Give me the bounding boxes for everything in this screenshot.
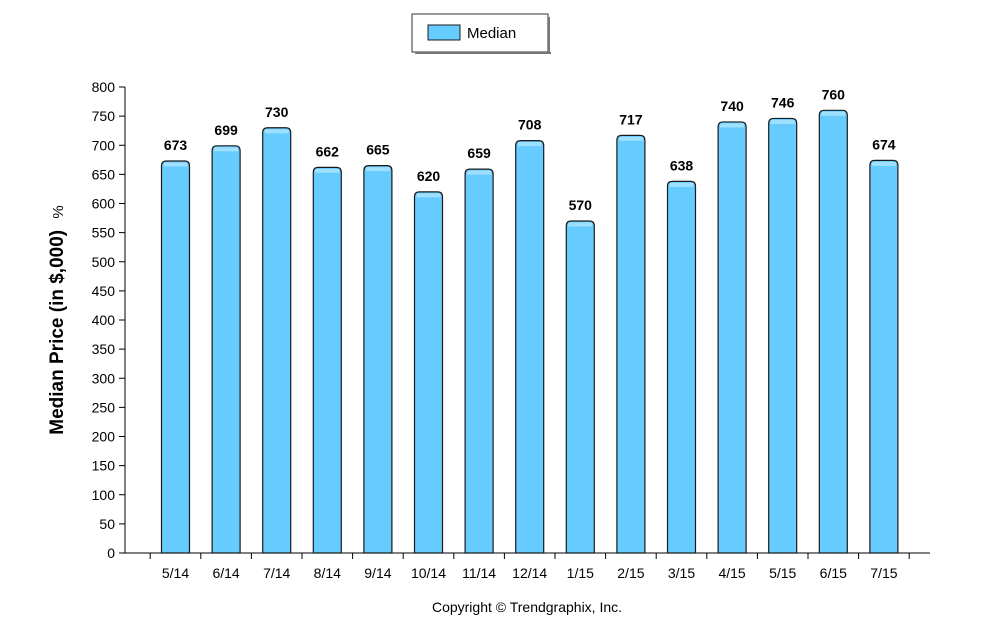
x-tick-label: 1/15 (567, 565, 594, 581)
y-tick-label: 0 (107, 545, 115, 561)
y-tick-label: 700 (92, 137, 116, 153)
y-tick-label: 600 (92, 196, 116, 212)
data-label: 708 (518, 117, 542, 133)
legend-shadow (415, 52, 551, 54)
data-labels: 673 699 730 662 665 620 659 708 570 717 638 740 746 7… (164, 86, 896, 213)
data-label: 740 (720, 98, 744, 114)
bars (160, 109, 899, 554)
bar-highlight (821, 111, 846, 116)
x-tick-label: 7/15 (870, 565, 897, 581)
bar-highlight (871, 161, 896, 166)
bar (211, 145, 241, 554)
y-tick-label: 200 (92, 429, 116, 445)
bar (818, 109, 848, 554)
y-tick-label: 500 (92, 254, 116, 270)
legend-entry-median: Median (467, 25, 516, 42)
bar (666, 180, 697, 554)
y-tick-label: 450 (92, 283, 116, 299)
x-tick-label: 11/14 (462, 565, 496, 581)
bar-highlight (264, 129, 289, 134)
y-tick-label: 50 (99, 516, 115, 532)
y-axis-title-suffix: % (50, 205, 67, 218)
bar-highlight (568, 222, 593, 227)
data-label: 674 (872, 136, 896, 152)
data-label: 760 (822, 86, 846, 102)
y-tick-label: 400 (92, 312, 116, 328)
x-tick-label: 8/14 (314, 565, 341, 581)
data-label: 638 (670, 157, 694, 173)
bar (869, 159, 899, 554)
x-tick-label: 2/15 (617, 565, 644, 581)
data-label: 662 (316, 143, 340, 159)
y-tick-label: 350 (92, 341, 116, 357)
y-tick-label: 550 (92, 225, 116, 241)
y-tick-label: 750 (92, 108, 116, 124)
bar-highlight (517, 142, 542, 147)
data-label: 730 (265, 104, 289, 120)
x-tick-label: 4/15 (718, 565, 745, 581)
bar-highlight (618, 136, 643, 141)
bar (160, 160, 191, 554)
x-tick-label: 6/15 (820, 565, 847, 581)
bar (413, 191, 444, 554)
x-tick-label: 10/14 (411, 565, 446, 581)
data-label: 570 (569, 197, 593, 213)
bar (515, 139, 545, 554)
y-tick-label: 300 (92, 370, 116, 386)
bar (464, 168, 494, 554)
y-tick-label: 250 (92, 399, 116, 415)
bar-highlight (163, 162, 188, 167)
copyright-text: Copyright © Trendgraphix, Inc. (432, 599, 622, 615)
bar (768, 117, 798, 554)
bar (717, 121, 747, 554)
bar (565, 220, 595, 554)
bar-highlight (467, 170, 492, 175)
y-tick-label: 800 (92, 79, 116, 95)
legend-shadow-side (548, 17, 550, 54)
bar (363, 165, 393, 554)
x-tick-label: 5/14 (162, 565, 189, 581)
bar-highlight (214, 147, 239, 152)
data-label: 665 (366, 142, 390, 158)
bar-highlight (669, 182, 694, 187)
y-tick-label: 650 (92, 166, 116, 182)
data-label: 717 (619, 111, 643, 127)
bar (616, 134, 646, 554)
y-tick-label: 100 (92, 487, 116, 503)
x-axis-ticks: 5/14 6/14 7/14 8/14 9/14 10/14 11/14 12/14 1/15 2… (149, 553, 910, 581)
bar (312, 166, 342, 554)
legend: Median (411, 13, 551, 54)
x-tick-label: 12/14 (512, 565, 547, 581)
x-tick-label: 3/15 (668, 565, 695, 581)
y-axis-title-main: Median Price (in $,000) (47, 230, 68, 435)
x-tick-label: 6/14 (212, 565, 239, 581)
x-tick-label: 9/14 (364, 565, 391, 581)
bar (262, 127, 292, 554)
legend-swatch (427, 24, 461, 41)
data-label: 699 (214, 122, 238, 138)
data-label: 673 (164, 137, 188, 153)
bar-highlight (365, 167, 390, 172)
bar-highlight (416, 193, 441, 198)
x-tick-label: 7/14 (263, 565, 290, 581)
x-tick-label: 5/15 (769, 565, 796, 581)
bar-highlight (315, 168, 340, 173)
y-axis-title: Median Price (in $,000) % (47, 205, 68, 434)
y-axis-ticks: 0 50 100 150 200 250 300 350 400 450 500 550 600 650 7… (92, 79, 125, 561)
bar-highlight (770, 119, 795, 124)
data-label: 659 (467, 145, 491, 161)
data-label: 620 (417, 168, 441, 184)
y-tick-label: 150 (92, 458, 116, 474)
data-label: 746 (771, 94, 795, 110)
bar-highlight (720, 123, 745, 128)
